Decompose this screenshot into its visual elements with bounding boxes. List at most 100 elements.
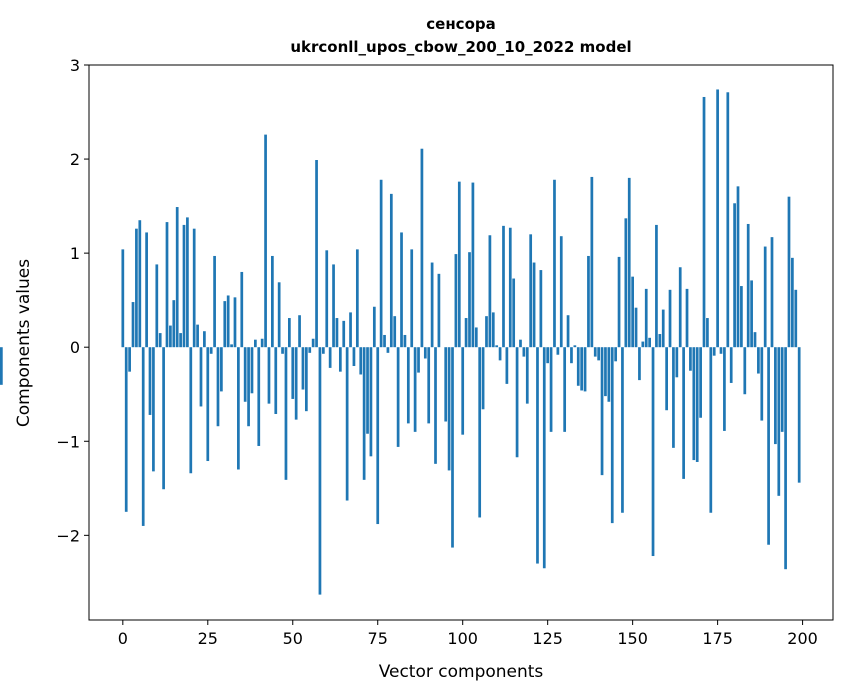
bar-199: [797, 347, 801, 483]
bar-175: [716, 89, 719, 348]
x-tick-label: 125: [532, 629, 563, 648]
bars-group: [0, 89, 801, 595]
bar-27: [213, 255, 216, 348]
chart-subtitle: ukrconll_upos_cbow_200_10_2022 model: [290, 38, 631, 56]
bar-52: [298, 315, 301, 348]
bar-12: [162, 347, 165, 490]
bar-153: [641, 341, 645, 348]
bar-168: [692, 347, 696, 461]
bar-136: [583, 347, 587, 392]
bar-107: [485, 316, 488, 348]
bar-91: [430, 262, 434, 348]
bar-71: [362, 347, 366, 480]
bar-165: [682, 347, 685, 479]
bar-17: [179, 333, 182, 348]
bar-16: [175, 207, 179, 348]
bar-undefined: [0, 347, 3, 385]
bar-75: [376, 347, 380, 525]
bar-141: [600, 347, 604, 476]
bar-147: [621, 347, 624, 513]
bar-34: [237, 347, 240, 470]
bar-41: [260, 338, 264, 348]
bar-25: [206, 347, 210, 462]
bar-32: [230, 344, 233, 348]
bar-70: [359, 347, 363, 375]
bar-121: [532, 262, 536, 348]
bar-158: [658, 334, 662, 348]
bar-67: [349, 312, 352, 348]
bar-6: [141, 347, 145, 526]
bar-97: [451, 347, 454, 548]
bar-33: [233, 297, 237, 348]
bar-134: [576, 347, 580, 386]
x-tick-label: 175: [702, 629, 733, 648]
bar-28: [216, 347, 220, 427]
bar-95: [444, 347, 448, 422]
bar-18: [182, 224, 186, 348]
bar-76: [379, 179, 383, 348]
bar-173: [709, 347, 713, 513]
bar-119: [525, 347, 529, 404]
bar-196: [787, 196, 791, 348]
bar-88: [420, 148, 424, 348]
bar-87: [417, 347, 420, 373]
bar-103: [471, 182, 475, 348]
bar-24: [203, 331, 206, 348]
bar-113: [505, 347, 509, 384]
bar-150: [631, 276, 634, 348]
bar-123: [539, 270, 543, 348]
bar-194: [780, 347, 784, 432]
bar-77: [383, 334, 386, 348]
bar-63: [335, 318, 339, 348]
bar-162: [672, 347, 675, 448]
bar-159: [661, 309, 665, 348]
bar-9: [152, 347, 155, 472]
bar-38: [250, 347, 254, 394]
bar-172: [706, 318, 709, 348]
bar-30: [223, 301, 227, 348]
bar-60: [325, 250, 329, 348]
bar-191: [770, 237, 774, 348]
bar-7: [145, 232, 148, 348]
bar-138: [590, 176, 594, 348]
bar-0: [121, 249, 125, 348]
bar-53: [301, 347, 305, 390]
bar-114: [508, 227, 512, 348]
bar-144: [610, 347, 614, 524]
bar-112: [502, 225, 505, 348]
bar-157: [655, 224, 658, 348]
x-axis-label: Vector components: [379, 662, 544, 682]
bar-51: [294, 347, 298, 420]
bar-61: [328, 347, 332, 368]
bar-148: [624, 218, 628, 348]
bar-184: [746, 223, 750, 348]
bar-21: [192, 228, 196, 348]
bar-89: [423, 347, 427, 359]
bar-49: [288, 318, 291, 348]
bar-188: [760, 347, 764, 421]
bar-179: [729, 347, 733, 383]
bar-39: [254, 339, 257, 348]
bar-111: [498, 347, 502, 361]
bar-117: [519, 339, 522, 348]
bar-81: [396, 347, 400, 447]
bar-14: [169, 325, 172, 348]
bar-8: [148, 347, 152, 415]
bar-108: [488, 235, 492, 348]
bar-155: [648, 337, 651, 348]
bar-101: [464, 318, 468, 348]
bar-161: [668, 289, 672, 348]
bar-55: [308, 347, 312, 353]
bar-45: [274, 347, 278, 414]
bar-37: [247, 347, 250, 427]
bar-54: [304, 347, 308, 412]
bar-15: [172, 300, 176, 348]
bar-29: [220, 347, 223, 392]
bar-109: [491, 312, 495, 348]
bar-145: [614, 347, 618, 362]
bar-130: [563, 347, 567, 432]
bar-122: [536, 347, 539, 564]
bar-192: [774, 347, 777, 445]
bar-31: [226, 295, 230, 348]
bar-42: [264, 134, 267, 348]
